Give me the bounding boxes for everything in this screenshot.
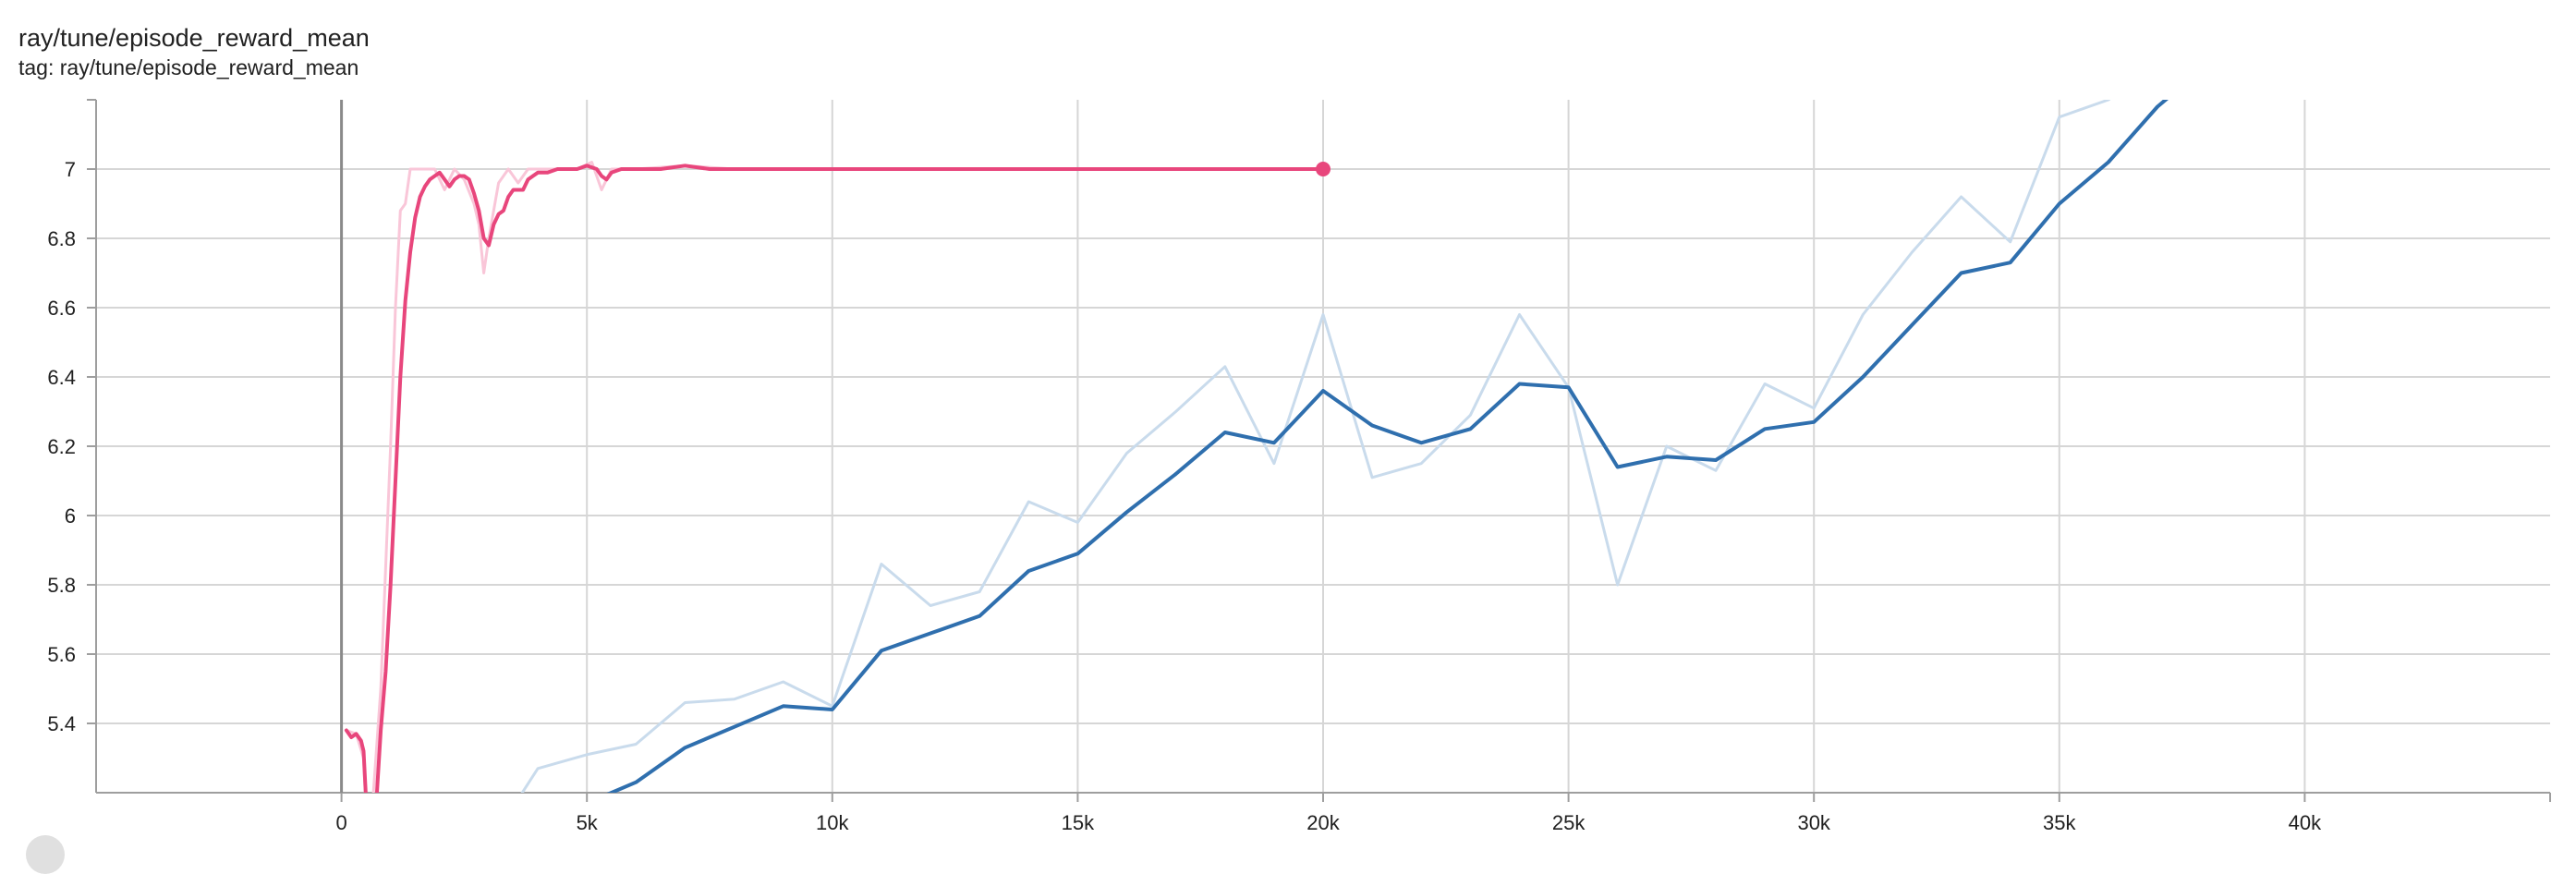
series-1-smoothed-line	[606, 100, 2169, 793]
x-tick-label: 25k	[1552, 811, 1586, 834]
x-tick-label: 35k	[2043, 811, 2076, 834]
y-tick-label: 6.8	[47, 227, 76, 250]
y-tick-label: 5.6	[47, 643, 76, 666]
series-0-smoothed-line	[344, 164, 1325, 793]
x-tick-label: 30k	[1797, 811, 1830, 834]
y-tick-label: 6.2	[47, 435, 76, 458]
y-tick-label: 6	[65, 504, 76, 528]
line-chart[interactable]: 5.4 5.6 5.8 6 6.2 6.4 6.6 6.8 7 0 5k 10k 15k 20k 25k 30…	[0, 0, 2576, 844]
x-tick-label: 20k	[1306, 811, 1340, 834]
x-tick-label: 10k	[816, 811, 849, 834]
settings-dot-icon[interactable]	[26, 835, 65, 874]
series-0-end-point	[1316, 162, 1331, 176]
x-tick-label: 40k	[2289, 811, 2322, 834]
y-tick-label: 5.4	[47, 712, 76, 735]
series-1-raw-line	[520, 100, 2111, 793]
chart-tag: tag: ray/tune/episode_reward_mean	[18, 55, 359, 79]
y-tick-label: 6.4	[47, 366, 76, 389]
y-tick-label: 7	[65, 158, 76, 181]
series-group	[344, 100, 2169, 793]
grid	[87, 99, 2551, 802]
series-0-raw-line	[346, 161, 1323, 793]
x-tick-label: 5k	[577, 811, 599, 834]
x-tick-label: 15k	[1062, 811, 1095, 834]
y-tick-label: 6.6	[47, 297, 76, 320]
marker-group	[1316, 162, 1331, 176]
y-tick-label: 5.8	[47, 574, 76, 597]
chart-title: ray/tune/episode_reward_mean	[18, 24, 370, 52]
tick-labels: 5.4 5.6 5.8 6 6.2 6.4 6.6 6.8 7 0 5k 10k 15k 20k 25k 30…	[47, 158, 2322, 834]
x-tick-label: 0	[335, 811, 346, 834]
